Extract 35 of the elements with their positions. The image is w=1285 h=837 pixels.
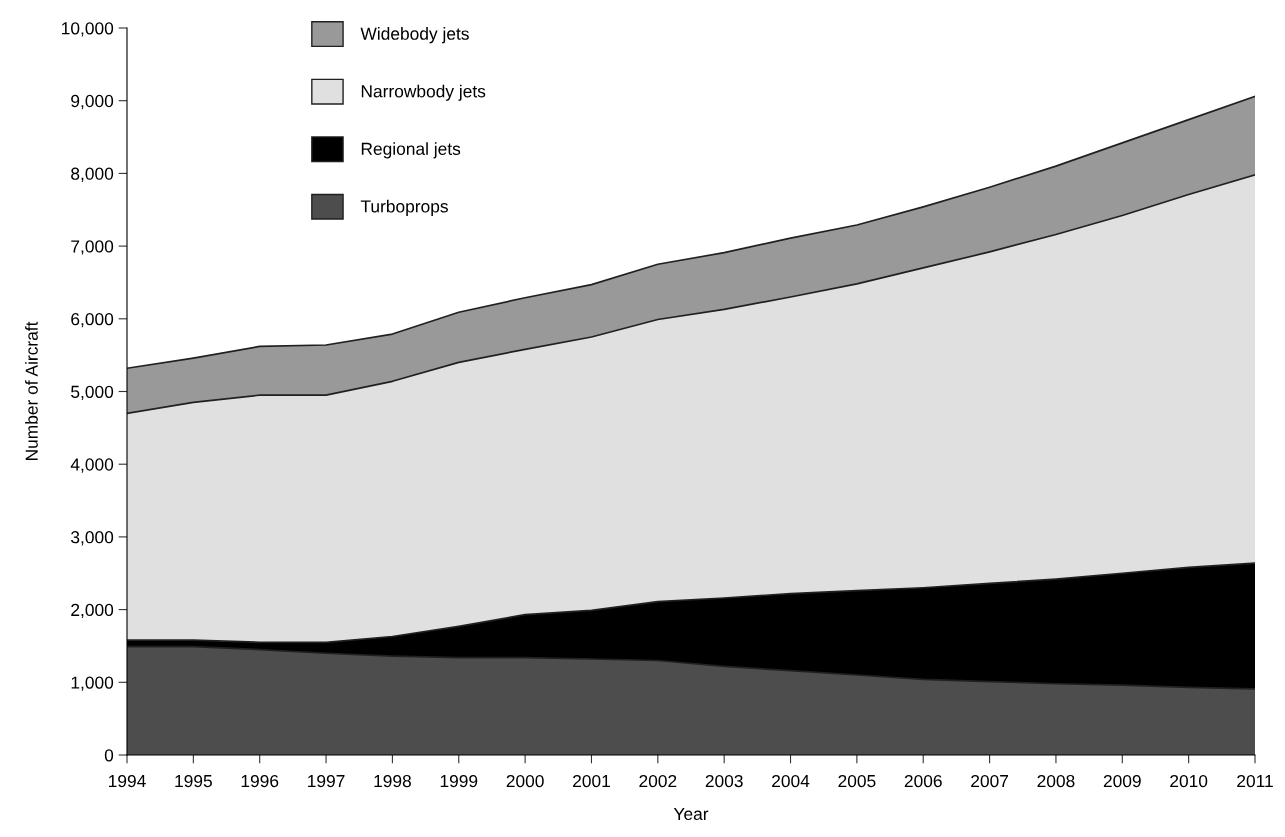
legend-label: Narrowbody jets: [361, 84, 486, 101]
x-tick-label: 2004: [772, 774, 810, 788]
y-tick-label: 1,000: [71, 676, 114, 691]
y-tick-label: 0: [104, 749, 114, 762]
x-tick-label: 2002: [639, 774, 677, 788]
legend-label: Widebody jets: [360, 27, 469, 44]
legend-label: Regional jets: [361, 142, 461, 159]
legend-label: Turboprops: [360, 199, 448, 216]
y-tick-label: 9,000: [71, 94, 114, 110]
y-axis-title: Number of Aircraft: [25, 321, 38, 461]
x-tick-label: 2006: [904, 774, 942, 788]
x-tick-label: 2005: [838, 774, 876, 788]
y-tick-label: 4,000: [70, 458, 114, 473]
x-tick-label: 1997: [308, 774, 345, 788]
x-axis-title: Year: [673, 807, 709, 821]
y-tick-label: 6,000: [71, 312, 114, 328]
x-tick-label: 2008: [1037, 774, 1075, 788]
x-tick-label: 1999: [440, 774, 478, 788]
x-tick-label: 1998: [374, 774, 411, 788]
x-tick-label: 2000: [506, 774, 544, 788]
y-tick-label: 10,000: [62, 22, 114, 37]
y-tick-label: 3,000: [71, 531, 114, 546]
x-tick-label: 1994: [109, 774, 146, 788]
y-tick-label: 5,000: [71, 385, 114, 401]
x-tick-label: 2003: [705, 774, 743, 788]
x-tick-label: 2001: [573, 774, 610, 788]
x-tick-label: 2007: [971, 774, 1009, 788]
y-tick-label: 2,000: [71, 603, 114, 619]
x-tick-label: 2011: [1237, 774, 1273, 788]
x-tick-label: 2010: [1170, 774, 1208, 788]
y-tick-label: 7,000: [71, 240, 114, 255]
x-tick-label: 1996: [241, 774, 279, 788]
x-tick-label: 1995: [175, 774, 212, 788]
x-tick-label: 2009: [1103, 774, 1141, 788]
y-tick-label: 8,000: [71, 167, 114, 182]
